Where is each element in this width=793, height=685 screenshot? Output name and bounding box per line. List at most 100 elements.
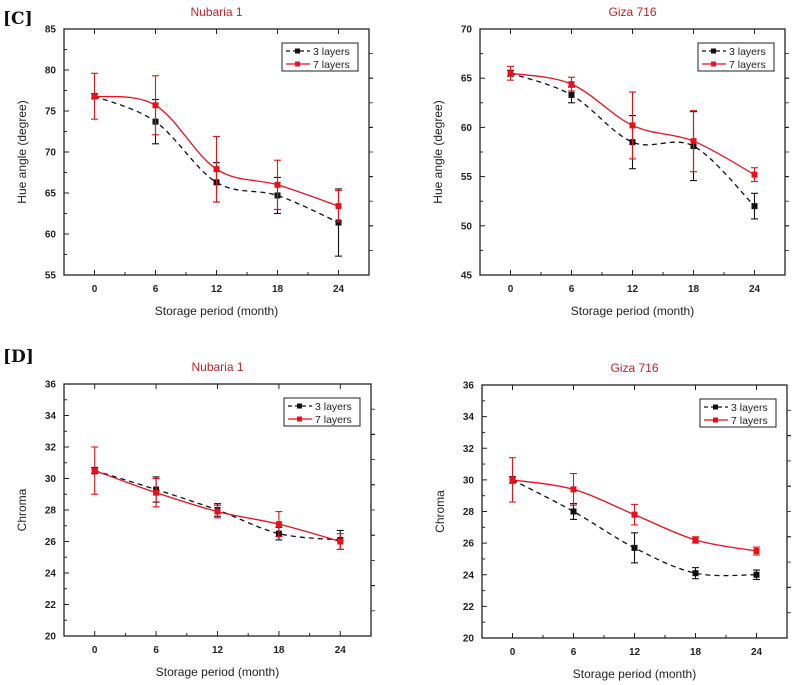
chart-title: Nubaria 1	[191, 360, 243, 374]
legend-marker	[297, 416, 302, 422]
y-tick-label: 24	[463, 570, 475, 581]
legend-marker	[713, 404, 718, 410]
y-tick-label: 65	[45, 189, 57, 200]
y-tick-label: 30	[45, 474, 57, 485]
data-point	[570, 508, 577, 515]
data-point	[751, 203, 758, 210]
y-tick-label: 36	[463, 381, 475, 392]
x-tick-label: 24	[335, 645, 347, 656]
data-point	[213, 166, 220, 173]
chart-panel-0: Nubaria 1 0 6 12 18 24 55 60 65 70 75 80 85 Storage p…	[15, 5, 373, 318]
y-tick-label: 75	[45, 107, 57, 118]
legend-marker	[295, 48, 300, 54]
data-point	[570, 486, 577, 493]
x-tick-label: 18	[272, 284, 284, 295]
data-point	[692, 570, 699, 577]
x-tick-label: 0	[92, 645, 98, 656]
y-tick-label: 32	[463, 444, 475, 455]
x-tick-label: 12	[629, 647, 641, 658]
y-tick-label: 34	[45, 411, 57, 422]
data-point	[152, 102, 159, 109]
data-point	[568, 81, 575, 88]
y-tick-label: 24	[45, 569, 57, 580]
data-point	[337, 538, 344, 545]
panel-label-c: [C]	[3, 9, 33, 29]
legend-box	[281, 42, 359, 72]
legend-box	[699, 398, 777, 428]
x-axis-label: Storage period (month)	[571, 304, 694, 318]
y-tick-label: 28	[463, 507, 475, 518]
legend-box	[697, 42, 775, 72]
x-tick-label: 0	[510, 647, 516, 658]
data-point	[91, 93, 98, 100]
y-axis-label: Hue angle (degree)	[431, 100, 445, 203]
data-point	[753, 571, 760, 578]
chart-panel-2: Nubaria 1 0 6 12 18 24 20 22 24 26 28 30 32 34 36 Stora…	[15, 360, 375, 679]
y-tick-label: 34	[463, 412, 475, 423]
x-tick-label: 0	[92, 284, 98, 295]
legend-label: 3 layers	[313, 46, 350, 58]
chart-title: Giza 716	[608, 5, 656, 19]
data-point	[91, 467, 98, 474]
y-tick-label: 20	[45, 632, 57, 643]
x-tick-label: 24	[333, 284, 345, 295]
x-tick-label: 0	[508, 284, 514, 295]
series-line-3-layers	[94, 95, 339, 224]
data-point	[692, 536, 699, 543]
x-tick-label: 6	[571, 647, 577, 658]
data-point	[690, 138, 697, 145]
data-point	[751, 171, 758, 178]
data-point	[153, 489, 160, 496]
y-tick-label: 85	[45, 25, 57, 36]
data-point	[507, 70, 514, 77]
series-line-3-layers	[510, 72, 755, 207]
x-tick-label: 6	[569, 284, 575, 295]
x-tick-label: 18	[690, 647, 702, 658]
data-point	[214, 508, 221, 515]
y-axis-label: Chroma	[433, 490, 447, 533]
x-tick-label: 24	[751, 647, 763, 658]
data-point	[335, 203, 342, 210]
data-point	[274, 181, 281, 188]
x-tick-label: 18	[273, 645, 285, 656]
data-point	[629, 122, 636, 129]
x-tick-label: 6	[153, 645, 159, 656]
y-axis-label: Chroma	[15, 488, 29, 531]
x-axis-label: Storage period (month)	[156, 665, 279, 679]
legend-label: 7 layers	[313, 59, 350, 71]
x-tick-label: 24	[749, 284, 761, 295]
data-point	[631, 511, 638, 518]
legend-marker	[713, 417, 718, 423]
panel-label-d: [D]	[3, 347, 34, 367]
legend-label: 3 layers	[315, 401, 352, 413]
legend-marker	[711, 61, 716, 67]
y-tick-label: 45	[461, 271, 473, 282]
data-point	[275, 521, 282, 528]
legend-marker	[711, 48, 716, 54]
data-point	[568, 91, 575, 98]
chart-title: Giza 716	[610, 361, 658, 375]
y-tick-label: 70	[45, 148, 57, 159]
legend-label: 3 layers	[729, 46, 766, 58]
x-axis-label: Storage period (month)	[573, 667, 696, 681]
y-tick-label: 50	[461, 221, 473, 232]
legend-label: 7 layers	[315, 414, 352, 426]
y-tick-label: 28	[45, 506, 57, 517]
y-tick-label: 60	[461, 123, 473, 134]
legend-box	[283, 397, 361, 427]
y-tick-label: 22	[463, 602, 475, 613]
chart-title: Nubaria 1	[190, 5, 242, 19]
x-tick-label: 18	[688, 284, 700, 295]
chart-panel-1: Giza 716 0 6 12 18 24 45 50 55 60 65 70 Storage peri…	[431, 5, 789, 318]
y-tick-label: 60	[45, 230, 57, 241]
y-tick-label: 32	[45, 443, 57, 454]
y-tick-label: 22	[45, 600, 57, 611]
y-tick-label: 70	[461, 25, 473, 36]
y-tick-label: 26	[463, 539, 475, 550]
y-tick-label: 55	[461, 172, 473, 183]
